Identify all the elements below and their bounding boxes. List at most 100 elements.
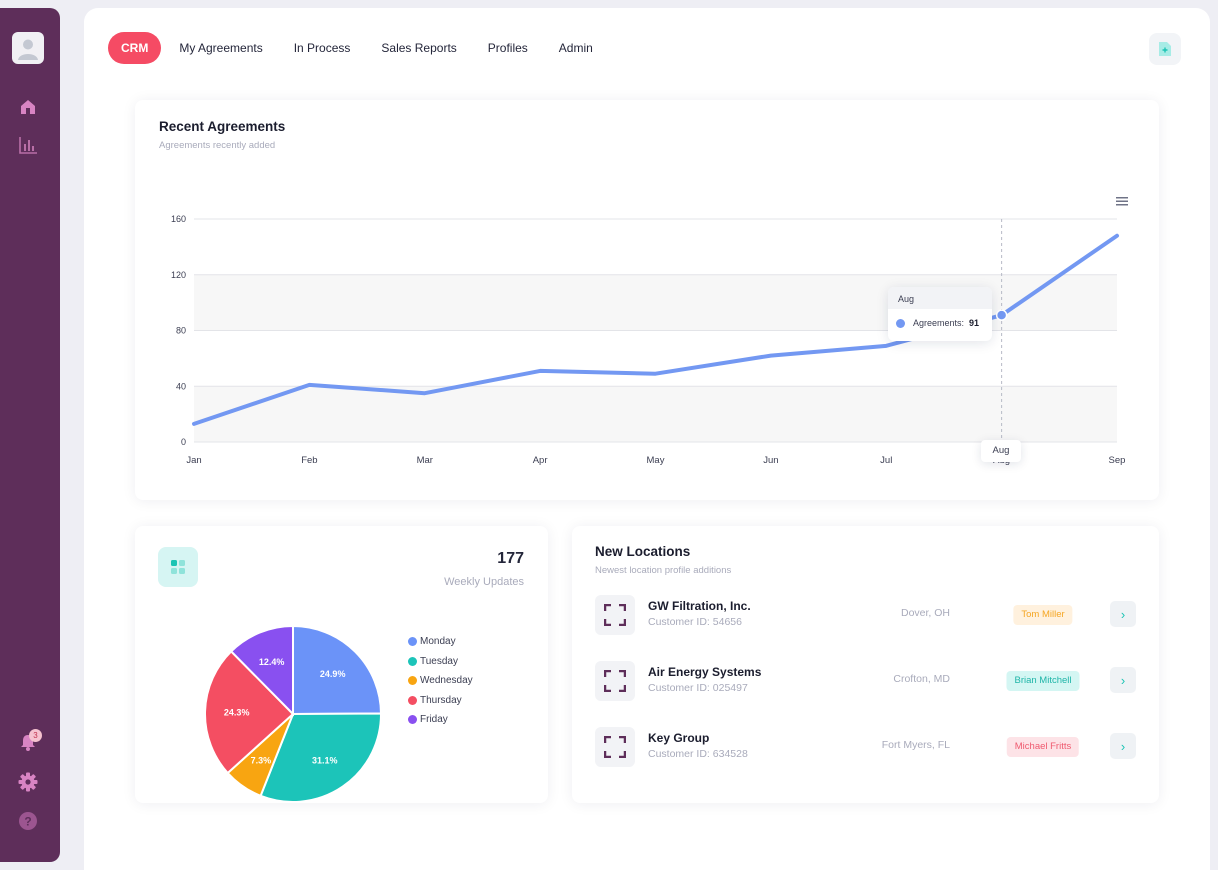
new-locations-subtitle: Newest location profile additions (595, 565, 732, 576)
customer-id: Customer ID: 54656 (648, 616, 742, 628)
location-name: Key Group (648, 731, 710, 745)
legend-label: Tuesday (420, 655, 458, 667)
customer-id: Customer ID: 025497 (648, 682, 748, 694)
pie-chart: 24.9% 31.1% 7.3% 24.3% 12.4% (204, 624, 383, 803)
legend-item[interactable]: Tuesday (408, 652, 473, 672)
chevron-right-icon: › (1120, 672, 1126, 688)
legend-item[interactable]: Wednesday (408, 671, 473, 691)
x-tick-label: Apr (533, 455, 548, 466)
recent-agreements-title: Recent Agreements (159, 119, 286, 134)
weekly-updates-count: 177 (497, 550, 524, 567)
open-location-button[interactable]: › (1110, 733, 1136, 759)
tab-sales-reports[interactable]: Sales Reports (381, 41, 457, 55)
tab-in-process[interactable]: In Process (293, 41, 351, 55)
x-tick-label: Jul (880, 455, 892, 466)
grid-icon (158, 547, 198, 587)
legend-swatch (408, 695, 417, 705)
tab-crm[interactable]: CRM (108, 32, 162, 64)
grid-band (194, 386, 1117, 442)
tooltip-series-marker (896, 318, 905, 328)
legend-item[interactable]: Thursday (408, 691, 473, 711)
tooltip-series-label: Agreements: (913, 318, 965, 328)
expand-frame-icon (595, 661, 635, 701)
legend-label: Monday (420, 636, 456, 648)
customer-id: Customer ID: 634528 (648, 748, 748, 760)
recent-agreements-subtitle: Agreements recently added (159, 140, 276, 151)
tab-profiles[interactable]: Profiles (487, 41, 528, 55)
legend-label: Friday (420, 714, 448, 726)
add-file-button[interactable] (1149, 33, 1181, 65)
y-tick-label: 40 (176, 381, 186, 391)
weekly-updates-card: 177 Weekly Updates 24.9% 31.1% 7.3% 24.3% 12… (135, 526, 548, 803)
top-nav: CRM My Agreements In Process Sales Repor… (108, 32, 612, 64)
y-tick-label: 80 (176, 326, 186, 336)
hamburger-menu-icon[interactable] (1115, 194, 1129, 206)
pie-data-label: 31.1% (312, 755, 338, 765)
tooltip-header: Aug (888, 287, 992, 309)
assigned-person-tag[interactable]: Tom Miller (1013, 605, 1073, 625)
legend-item[interactable]: Friday (408, 710, 473, 730)
tab-admin[interactable]: Admin (558, 41, 593, 55)
assigned-person-tag[interactable]: Brian Mitchell (1006, 671, 1080, 691)
legend-label: Wednesday (420, 675, 473, 687)
x-tick-label: Sep (1109, 455, 1126, 466)
sidebar: 3 ? (0, 8, 60, 862)
assigned-person-tag[interactable]: Michael Fritts (1006, 737, 1080, 757)
help-icon[interactable]: ? (16, 809, 40, 833)
user-avatar-icon[interactable] (12, 32, 44, 64)
open-location-button[interactable]: › (1110, 667, 1136, 693)
x-tick-label: Jan (186, 455, 201, 466)
location-name: Air Energy Systems (648, 665, 762, 679)
pie-slice-monday (292, 624, 383, 716)
y-tick-label: 0 (181, 437, 186, 447)
tab-my-agreements[interactable]: My Agreements (179, 41, 263, 55)
pie-data-label: 24.9% (320, 669, 346, 679)
pie-data-label: 12.4% (259, 657, 285, 667)
weekly-updates-label: Weekly Updates (444, 576, 524, 588)
new-locations-card: New Locations Newest location profile ad… (572, 526, 1159, 803)
chevron-right-icon: › (1120, 606, 1126, 622)
location-city: Fort Myers, FL (881, 739, 950, 751)
bar-chart-icon[interactable] (16, 133, 40, 157)
notification-badge: 3 (29, 729, 42, 742)
location-city: Dover, OH (900, 607, 950, 619)
pie-data-label: 7.3% (251, 755, 272, 765)
x-axis-tooltip: Aug (981, 440, 1021, 462)
home-icon[interactable] (16, 95, 40, 119)
legend-swatch (408, 656, 417, 666)
pie-data-label: 24.3% (224, 707, 250, 717)
x-tick-label: May (647, 455, 665, 466)
open-location-button[interactable]: › (1110, 601, 1136, 627)
x-tick-label: Jun (763, 455, 778, 466)
add-file-icon (1159, 42, 1171, 56)
new-locations-title: New Locations (595, 544, 691, 559)
chevron-right-icon: › (1120, 738, 1126, 754)
location-row[interactable]: GW Filtration, Inc. Customer ID: 54656 D… (595, 595, 1136, 635)
pie-slice-thursday (204, 649, 295, 775)
x-tick-label: Feb (301, 455, 317, 466)
recent-agreements-card: Recent Agreements Agreements recently ad… (135, 100, 1159, 500)
location-row[interactable]: Air Energy Systems Customer ID: 025497 C… (595, 661, 1136, 701)
svg-text:?: ? (24, 815, 31, 829)
location-city: Crofton, MD (893, 673, 950, 685)
legend-swatch (408, 637, 417, 647)
chart-tooltip: Aug Agreements: 91 (888, 287, 992, 341)
pie-legend: Monday Tuesday Wednesday Thursday Friday (408, 632, 473, 730)
legend-label: Thursday (420, 694, 462, 706)
gear-icon[interactable] (16, 770, 40, 794)
y-tick-label: 160 (171, 214, 186, 224)
expand-frame-icon (595, 727, 635, 767)
main-panel: CRM My Agreements In Process Sales Repor… (84, 8, 1210, 870)
pie-slice-friday (229, 624, 294, 717)
y-tick-label: 120 (171, 270, 186, 280)
x-tick-label: Mar (417, 455, 433, 466)
data-point (995, 309, 1008, 321)
legend-swatch (408, 676, 417, 686)
tooltip-value: 91 (969, 318, 980, 328)
pie-slice-tuesday (259, 712, 382, 803)
location-row[interactable]: Key Group Customer ID: 634528 Fort Myers… (595, 727, 1136, 767)
legend-swatch (408, 715, 417, 725)
location-name: GW Filtration, Inc. (648, 599, 751, 613)
legend-item[interactable]: Monday (408, 632, 473, 652)
expand-frame-icon (595, 595, 635, 635)
